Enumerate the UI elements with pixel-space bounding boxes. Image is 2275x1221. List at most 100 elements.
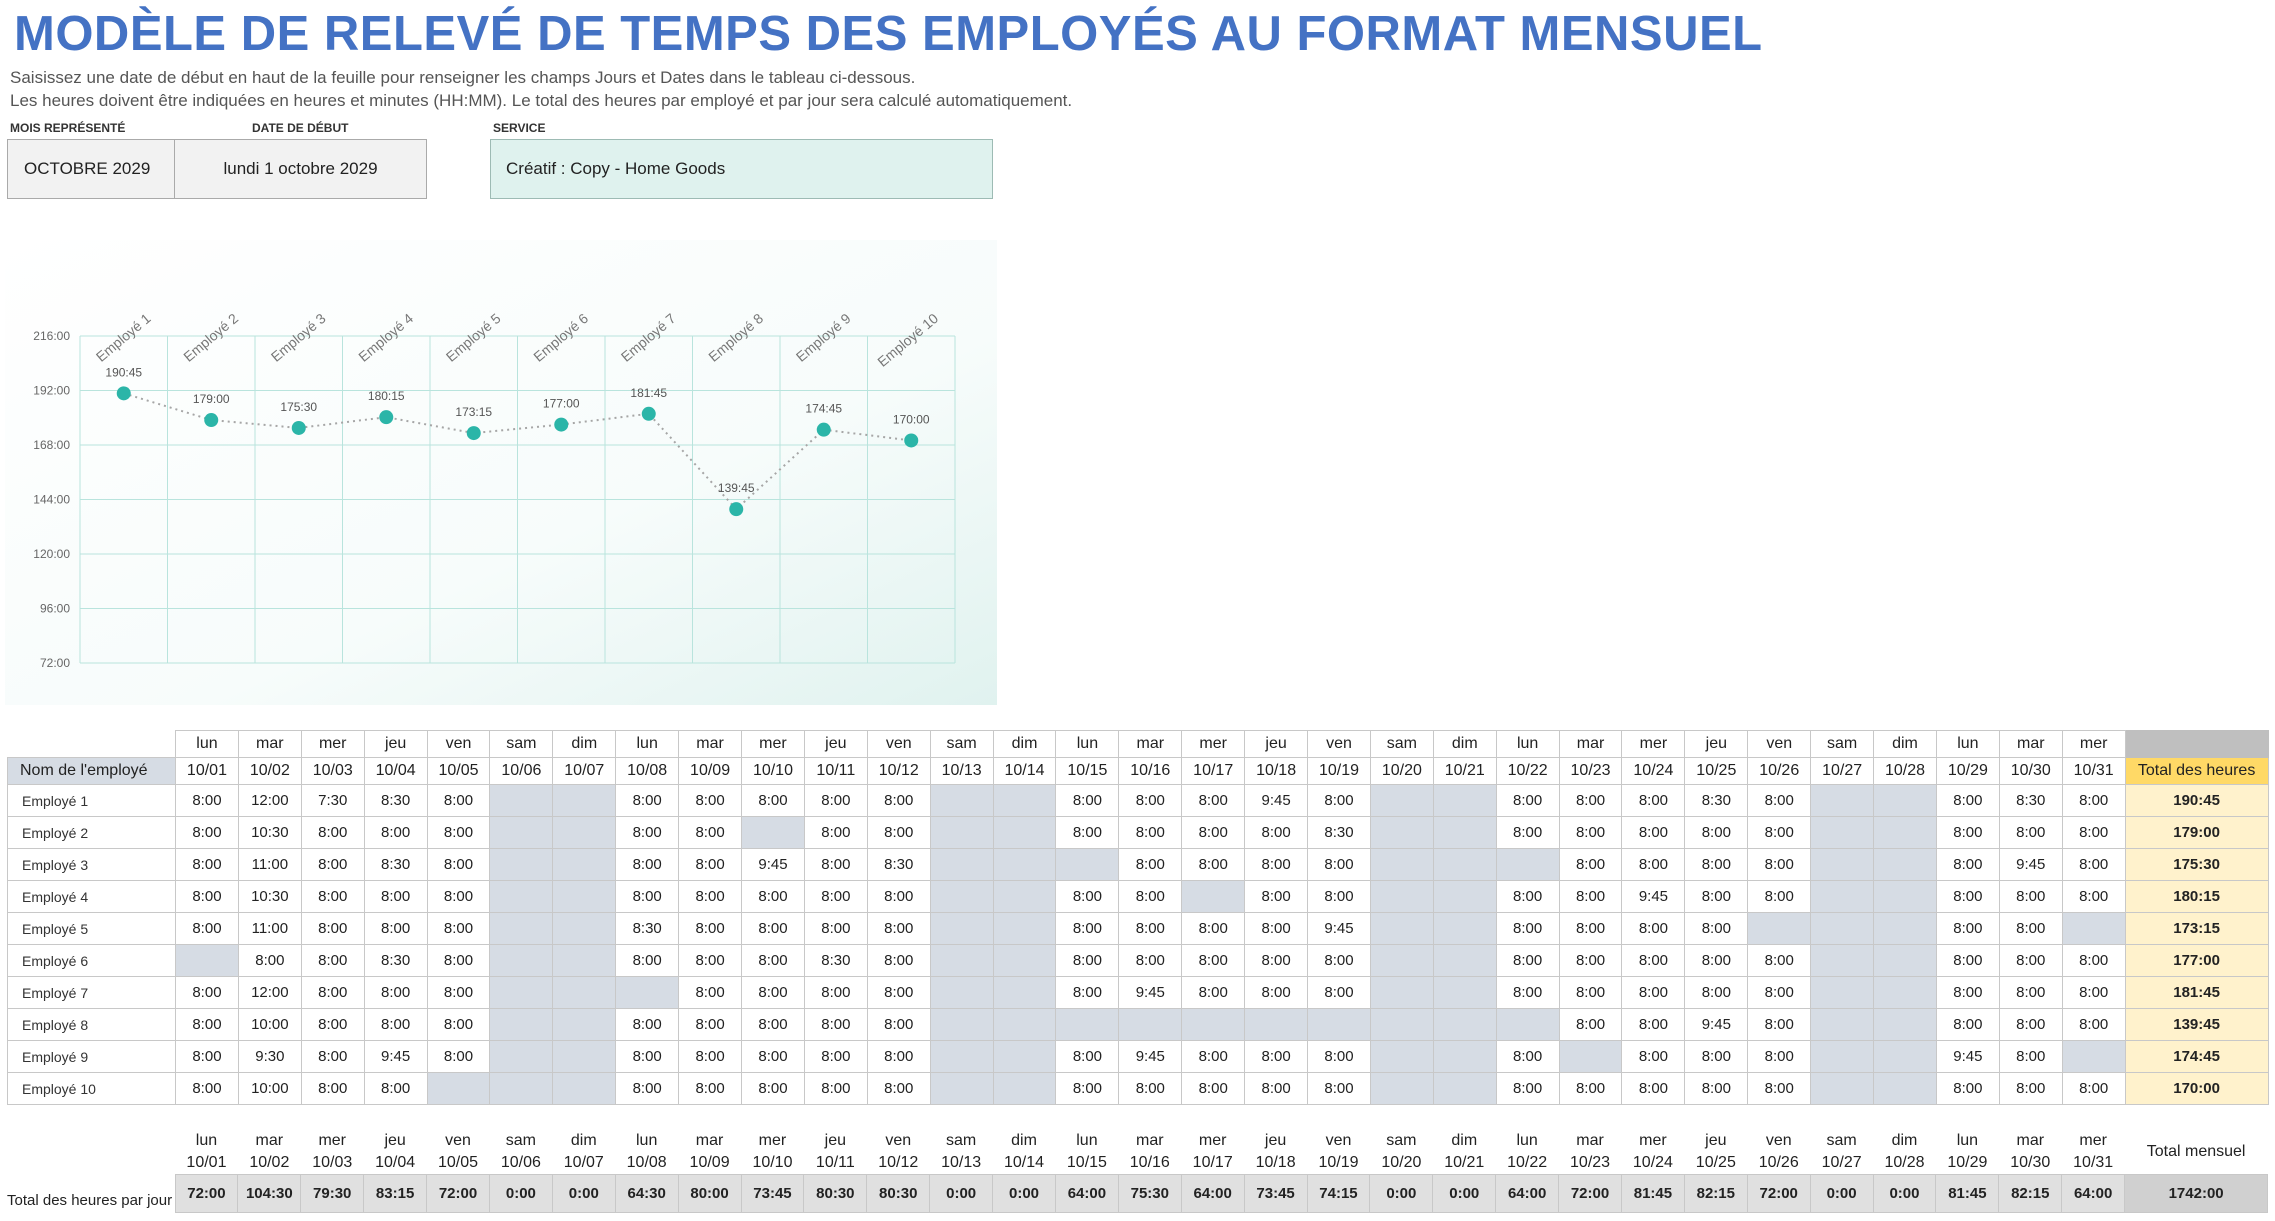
hours-cell[interactable]: 8:00 xyxy=(1495,1040,1560,1073)
hours-cell[interactable] xyxy=(992,1008,1057,1041)
hours-cell[interactable]: 8:00 xyxy=(2061,816,2126,849)
hours-cell[interactable] xyxy=(1810,1040,1875,1073)
hours-cell[interactable]: 8:00 xyxy=(1684,1072,1749,1105)
hours-cell[interactable]: 8:00 xyxy=(1998,816,2063,849)
hours-cell[interactable]: 8:00 xyxy=(300,848,365,881)
hours-cell[interactable] xyxy=(1873,784,1937,817)
hours-cell[interactable] xyxy=(489,848,554,881)
hours-cell[interactable]: 8:00 xyxy=(741,912,805,945)
hours-cell[interactable]: 8:00 xyxy=(1935,912,2000,945)
hours-cell[interactable]: 8:00 xyxy=(741,976,805,1009)
hours-cell[interactable]: 8:00 xyxy=(2061,944,2126,977)
hours-cell[interactable]: 8:00 xyxy=(1935,944,2000,977)
hours-cell[interactable]: 8:00 xyxy=(1307,944,1371,977)
hours-cell[interactable] xyxy=(1055,848,1120,881)
hours-cell[interactable] xyxy=(1495,848,1560,881)
hours-cell[interactable]: 9:45 xyxy=(1307,912,1371,945)
hours-cell[interactable] xyxy=(929,784,994,817)
hours-cell[interactable]: 8:00 xyxy=(1747,1040,1812,1073)
hours-cell[interactable]: 8:00 xyxy=(741,1040,805,1073)
hours-cell[interactable]: 8:00 xyxy=(2061,1072,2126,1105)
hours-cell[interactable]: 8:00 xyxy=(1747,976,1812,1009)
hours-cell[interactable]: 8:00 xyxy=(678,912,743,945)
hours-cell[interactable]: 11:00 xyxy=(237,912,302,945)
hours-cell[interactable] xyxy=(1369,912,1434,945)
hours-cell[interactable]: 8:00 xyxy=(615,1008,680,1041)
hours-cell[interactable]: 8:00 xyxy=(426,784,491,817)
hours-cell[interactable]: 8:00 xyxy=(1935,816,2000,849)
hours-cell[interactable]: 9:45 xyxy=(1684,1008,1749,1041)
hours-cell[interactable]: 8:30 xyxy=(615,912,680,945)
hours-cell[interactable]: 8:00 xyxy=(426,816,491,849)
hours-cell[interactable] xyxy=(1747,912,1812,945)
hours-cell[interactable]: 8:00 xyxy=(678,848,743,881)
hours-cell[interactable]: 8:00 xyxy=(1621,1040,1686,1073)
hours-cell[interactable]: 8:00 xyxy=(1244,976,1309,1009)
hours-cell[interactable]: 8:00 xyxy=(1307,1040,1371,1073)
hours-cell[interactable]: 8:00 xyxy=(615,1072,680,1105)
hours-cell[interactable] xyxy=(1432,1008,1497,1041)
hours-cell[interactable] xyxy=(992,976,1057,1009)
hours-cell[interactable]: 8:00 xyxy=(866,944,931,977)
hours-cell[interactable] xyxy=(1055,1008,1120,1041)
hours-cell[interactable]: 8:00 xyxy=(363,1008,428,1041)
hours-cell[interactable]: 8:00 xyxy=(1935,880,2000,913)
hours-cell[interactable]: 8:00 xyxy=(803,912,868,945)
hours-cell[interactable]: 8:00 xyxy=(426,976,491,1009)
hours-cell[interactable]: 8:00 xyxy=(1621,1072,1686,1105)
hours-cell[interactable]: 8:00 xyxy=(1495,976,1560,1009)
hours-cell[interactable] xyxy=(929,880,994,913)
hours-cell[interactable] xyxy=(1495,1008,1560,1041)
hours-cell[interactable]: 8:00 xyxy=(1495,816,1560,849)
hours-cell[interactable] xyxy=(1432,816,1497,849)
hours-cell[interactable]: 8:00 xyxy=(426,944,491,977)
hours-cell[interactable]: 8:00 xyxy=(1684,880,1749,913)
hours-cell[interactable] xyxy=(489,1072,554,1105)
hours-cell[interactable]: 9:45 xyxy=(1935,1040,2000,1073)
hours-cell[interactable]: 8:30 xyxy=(1998,784,2063,817)
hours-cell[interactable] xyxy=(1432,784,1497,817)
hours-cell[interactable]: 8:00 xyxy=(1935,848,2000,881)
hours-cell[interactable]: 8:00 xyxy=(363,1072,428,1105)
hours-cell[interactable]: 8:00 xyxy=(678,944,743,977)
hours-cell[interactable]: 8:00 xyxy=(1747,880,1812,913)
hours-cell[interactable]: 8:00 xyxy=(1935,784,2000,817)
hours-cell[interactable]: 8:00 xyxy=(1935,1008,2000,1041)
hours-cell[interactable] xyxy=(992,880,1057,913)
hours-cell[interactable]: 10:00 xyxy=(237,1008,302,1041)
hours-cell[interactable]: 8:00 xyxy=(1118,880,1183,913)
hours-cell[interactable]: 8:00 xyxy=(615,1040,680,1073)
hours-cell[interactable]: 8:00 xyxy=(1495,944,1560,977)
hours-cell[interactable]: 8:00 xyxy=(678,1072,743,1105)
hours-cell[interactable]: 8:00 xyxy=(1621,976,1686,1009)
hours-cell[interactable]: 8:00 xyxy=(1055,976,1120,1009)
hours-cell[interactable]: 8:00 xyxy=(678,816,743,849)
hours-cell[interactable]: 8:00 xyxy=(426,1040,491,1073)
hours-cell[interactable]: 8:00 xyxy=(1181,976,1246,1009)
hours-cell[interactable]: 8:00 xyxy=(866,1040,931,1073)
hours-cell[interactable] xyxy=(1873,816,1937,849)
hours-cell[interactable] xyxy=(552,1072,617,1105)
hours-cell[interactable] xyxy=(552,848,617,881)
hours-cell[interactable] xyxy=(426,1072,491,1105)
hours-cell[interactable]: 8:00 xyxy=(426,1008,491,1041)
hours-cell[interactable]: 8:00 xyxy=(1181,912,1246,945)
hours-cell[interactable] xyxy=(992,784,1057,817)
hours-cell[interactable]: 8:00 xyxy=(1558,912,1623,945)
hours-cell[interactable] xyxy=(1369,944,1434,977)
hours-cell[interactable]: 8:00 xyxy=(1998,1008,2063,1041)
hours-cell[interactable]: 9:30 xyxy=(237,1040,302,1073)
service-field[interactable]: Créatif : Copy - Home Goods xyxy=(490,139,993,199)
hours-cell[interactable] xyxy=(1873,848,1937,881)
hours-cell[interactable]: 8:00 xyxy=(1621,912,1686,945)
hours-cell[interactable]: 8:00 xyxy=(237,944,302,977)
hours-cell[interactable]: 8:00 xyxy=(1747,816,1812,849)
hours-cell[interactable] xyxy=(992,944,1057,977)
hours-cell[interactable]: 8:00 xyxy=(1684,816,1749,849)
hours-cell[interactable] xyxy=(489,784,554,817)
hours-cell[interactable]: 8:00 xyxy=(1244,848,1309,881)
hours-cell[interactable] xyxy=(615,976,680,1009)
hours-cell[interactable] xyxy=(992,816,1057,849)
hours-cell[interactable] xyxy=(1369,848,1434,881)
hours-cell[interactable]: 8:00 xyxy=(1307,880,1371,913)
